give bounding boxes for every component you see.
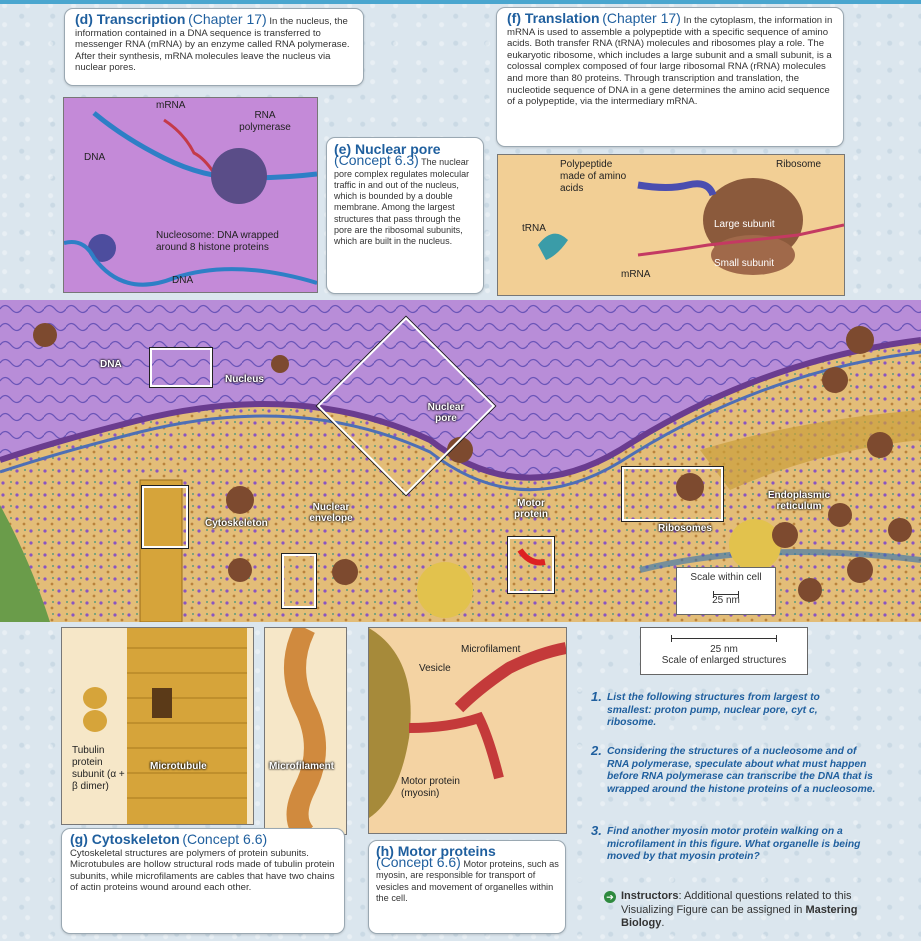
dna-highlight-box [150, 348, 212, 387]
scale-enlarged: 25 nm Scale of enlarged structures [640, 627, 808, 675]
top-accent-bar [0, 0, 921, 4]
question-3-text: Find another myosin motor protein walkin… [607, 826, 861, 862]
scale-within-cell: Scale within cell 25 nm [676, 567, 776, 615]
microfilament-artwork [284, 628, 326, 834]
label-er: Endoplasmic reticulum [767, 490, 831, 512]
scale-within-title: Scale within cell [690, 572, 762, 583]
translation-label-mrna: mRNA [621, 269, 651, 280]
translation-panel: Polypeptide made of amino acids Ribosome… [497, 154, 845, 296]
microtubule-panel: Tubulin protein subunit (α + β dimer) Mi… [61, 627, 254, 825]
transcription-artwork [64, 111, 317, 287]
scale-enlarged-value: 25 nm [710, 644, 738, 655]
cell-illustration [0, 300, 921, 622]
instructors-end: . [661, 917, 665, 929]
label-nuclear-envelope: Nuclear envelope [309, 502, 353, 524]
scale-enlarged-title: Scale of enlarged structures [661, 655, 787, 666]
label-ribosomes: Ribosomes [658, 523, 712, 534]
translation-label-large-subunit: Large subunit [714, 219, 775, 230]
motor-protein-panel: Microfilament Vesicle Motor protein (myo… [368, 627, 567, 834]
transcription-title: (d) Transcription [75, 11, 186, 27]
translation-artwork [538, 178, 844, 275]
motor-label-vesicle: Vesicle [419, 663, 451, 674]
question-2: 2. Considering the structures of a nucle… [591, 744, 877, 796]
motor-proteins-title: (h) Motor proteins [376, 843, 496, 859]
question-2-text: Considering the structures of a nucleoso… [607, 746, 876, 795]
cytoskeleton-callout: (g) Cytoskeleton (Concept 6.6) Cytoskele… [61, 828, 345, 934]
nuclear-pore-callout: (e) Nuclear pore (Concept 6.3) The nucle… [326, 137, 484, 294]
cytoskeleton-ref: (Concept 6.6) [182, 831, 268, 847]
transcription-label-rna-polymerase: RNA polymerase [239, 110, 291, 133]
translation-callout: (f) Translation (Chapter 17) In the cyto… [496, 7, 844, 147]
arrow-circle-icon: ➔ [604, 891, 616, 903]
label-microtubule: Microtubule [150, 761, 207, 772]
label-microfilament: Microfilament [269, 761, 335, 772]
transcription-text: In the nucleus, the information containe… [75, 16, 350, 74]
question-1: 1. List the following structures from la… [591, 690, 857, 730]
mastering-biology-link[interactable]: Mastering Biology [621, 903, 858, 930]
transcription-callout: (d) Transcription (Chapter 17) In the nu… [64, 8, 364, 86]
motor-label-microfilament: Microfilament [461, 644, 521, 655]
question-3: 3. Find another myosin motor protein wal… [591, 824, 872, 864]
motor-proteins-text: Motor proteins, such as myosin, are resp… [376, 859, 559, 903]
nuclear-pore-text: The nuclear pore complex regulates molec… [334, 157, 470, 247]
label-dna: DNA [100, 359, 122, 370]
microfilament-highlight-box [282, 554, 316, 608]
transcription-label-nucleosome: Nucleosome: DNA wrapped around 8 histone… [156, 230, 279, 253]
motor-proteins-callout: (h) Motor proteins (Concept 6.6) Motor p… [368, 840, 566, 934]
transcription-panel: mRNA RNA polymerase DNA Nucleosome: DNA … [63, 97, 318, 293]
microfilament-panel: Microfilament [264, 627, 347, 835]
translation-label-small-subunit: Small subunit [714, 258, 775, 269]
question-2-number: 2. [591, 743, 602, 758]
label-nucleus: Nucleus [225, 374, 264, 385]
label-motor-protein: Motor protein [514, 498, 548, 520]
label-tubulin-subunit: Tubulin protein subunit (α + β dimer) [72, 745, 125, 792]
cytoskeleton-title: (g) Cytoskeleton [70, 831, 180, 847]
scale-enlarged-bar [671, 635, 777, 642]
translation-text: In the cytoplasm, the information in mRN… [507, 15, 833, 108]
translation-label-polypeptide: Polypeptide made of amino acids [560, 159, 627, 194]
microtubule-artwork [83, 628, 247, 824]
translation-title: (f) Translation [507, 10, 600, 26]
cytoskeleton-text: Cytoskeletal structures are polymers of … [70, 847, 335, 894]
ribosomes-highlight-box [622, 467, 723, 521]
translation-label-ribosome: Ribosome [776, 159, 822, 170]
nuclear-pore-ref: (Concept 6.3) [334, 152, 419, 169]
question-1-text: List the following structures from large… [607, 692, 820, 728]
label-nuclear-pore: Nuclear pore [427, 402, 465, 424]
scale-within-bar [713, 591, 739, 598]
transcription-label-mrna: mRNA [156, 100, 186, 111]
instructors-note: ➔ Instructors: Additional questions rela… [604, 890, 886, 931]
question-1-number: 1. [591, 689, 602, 704]
transcription-label-dna: DNA [84, 152, 106, 163]
question-3-number: 3. [591, 823, 602, 838]
microtubule-highlight-box [142, 486, 188, 548]
motor-label-myosin: Motor protein (myosin) [401, 776, 460, 799]
motor-proteins-ref: (Concept 6.6) [376, 854, 461, 871]
transcription-ref: (Chapter 17) [188, 11, 267, 27]
nuclear-pore-title: (e) Nuclear pore [334, 141, 441, 157]
transcription-label-dna-2: DNA [172, 275, 194, 286]
instructors-text: : Additional questions related to this V… [621, 890, 852, 916]
instructors-label: Instructors [621, 890, 679, 902]
label-cytoskeleton: Cytoskeleton [205, 518, 268, 529]
scale-within-value: 25 nm [712, 595, 740, 606]
motor-protein-highlight-box [508, 537, 554, 593]
motor-protein-artwork [369, 628, 566, 818]
translation-ref: (Chapter 17) [602, 10, 681, 26]
translation-label-trna: tRNA [522, 223, 546, 234]
